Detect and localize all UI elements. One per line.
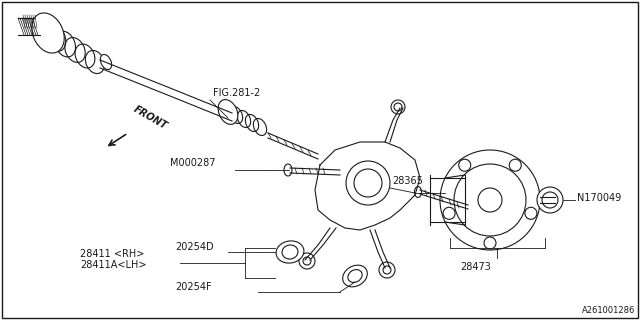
Circle shape: [394, 103, 402, 111]
Ellipse shape: [32, 13, 64, 53]
Ellipse shape: [348, 269, 362, 283]
Ellipse shape: [284, 164, 292, 176]
Circle shape: [509, 159, 521, 171]
Circle shape: [459, 159, 471, 171]
Text: A261001286: A261001286: [582, 306, 635, 315]
Text: 20254F: 20254F: [175, 282, 212, 292]
Text: FRONT: FRONT: [132, 104, 169, 131]
Ellipse shape: [342, 265, 367, 287]
Circle shape: [379, 262, 395, 278]
Circle shape: [478, 188, 502, 212]
Circle shape: [354, 169, 382, 197]
Circle shape: [346, 161, 390, 205]
Circle shape: [391, 100, 405, 114]
Circle shape: [443, 207, 455, 219]
Ellipse shape: [218, 100, 238, 124]
Circle shape: [383, 266, 391, 274]
Text: 28365: 28365: [392, 176, 423, 186]
Text: N170049: N170049: [577, 193, 621, 203]
Ellipse shape: [100, 54, 111, 69]
Circle shape: [454, 164, 526, 236]
Text: 20254D: 20254D: [175, 242, 214, 252]
Circle shape: [542, 192, 558, 208]
Text: FIG.281-2: FIG.281-2: [213, 88, 260, 98]
Text: 28411A<LH>: 28411A<LH>: [80, 260, 147, 270]
Circle shape: [440, 150, 540, 250]
Ellipse shape: [415, 187, 422, 197]
Text: 28473: 28473: [460, 262, 491, 272]
Ellipse shape: [276, 241, 304, 263]
Circle shape: [299, 253, 315, 269]
Circle shape: [484, 237, 496, 249]
Ellipse shape: [282, 245, 298, 259]
Circle shape: [303, 257, 311, 265]
Text: 28411 <RH>: 28411 <RH>: [80, 249, 145, 259]
Circle shape: [537, 187, 563, 213]
Text: M000287: M000287: [170, 158, 216, 168]
Circle shape: [525, 207, 537, 219]
